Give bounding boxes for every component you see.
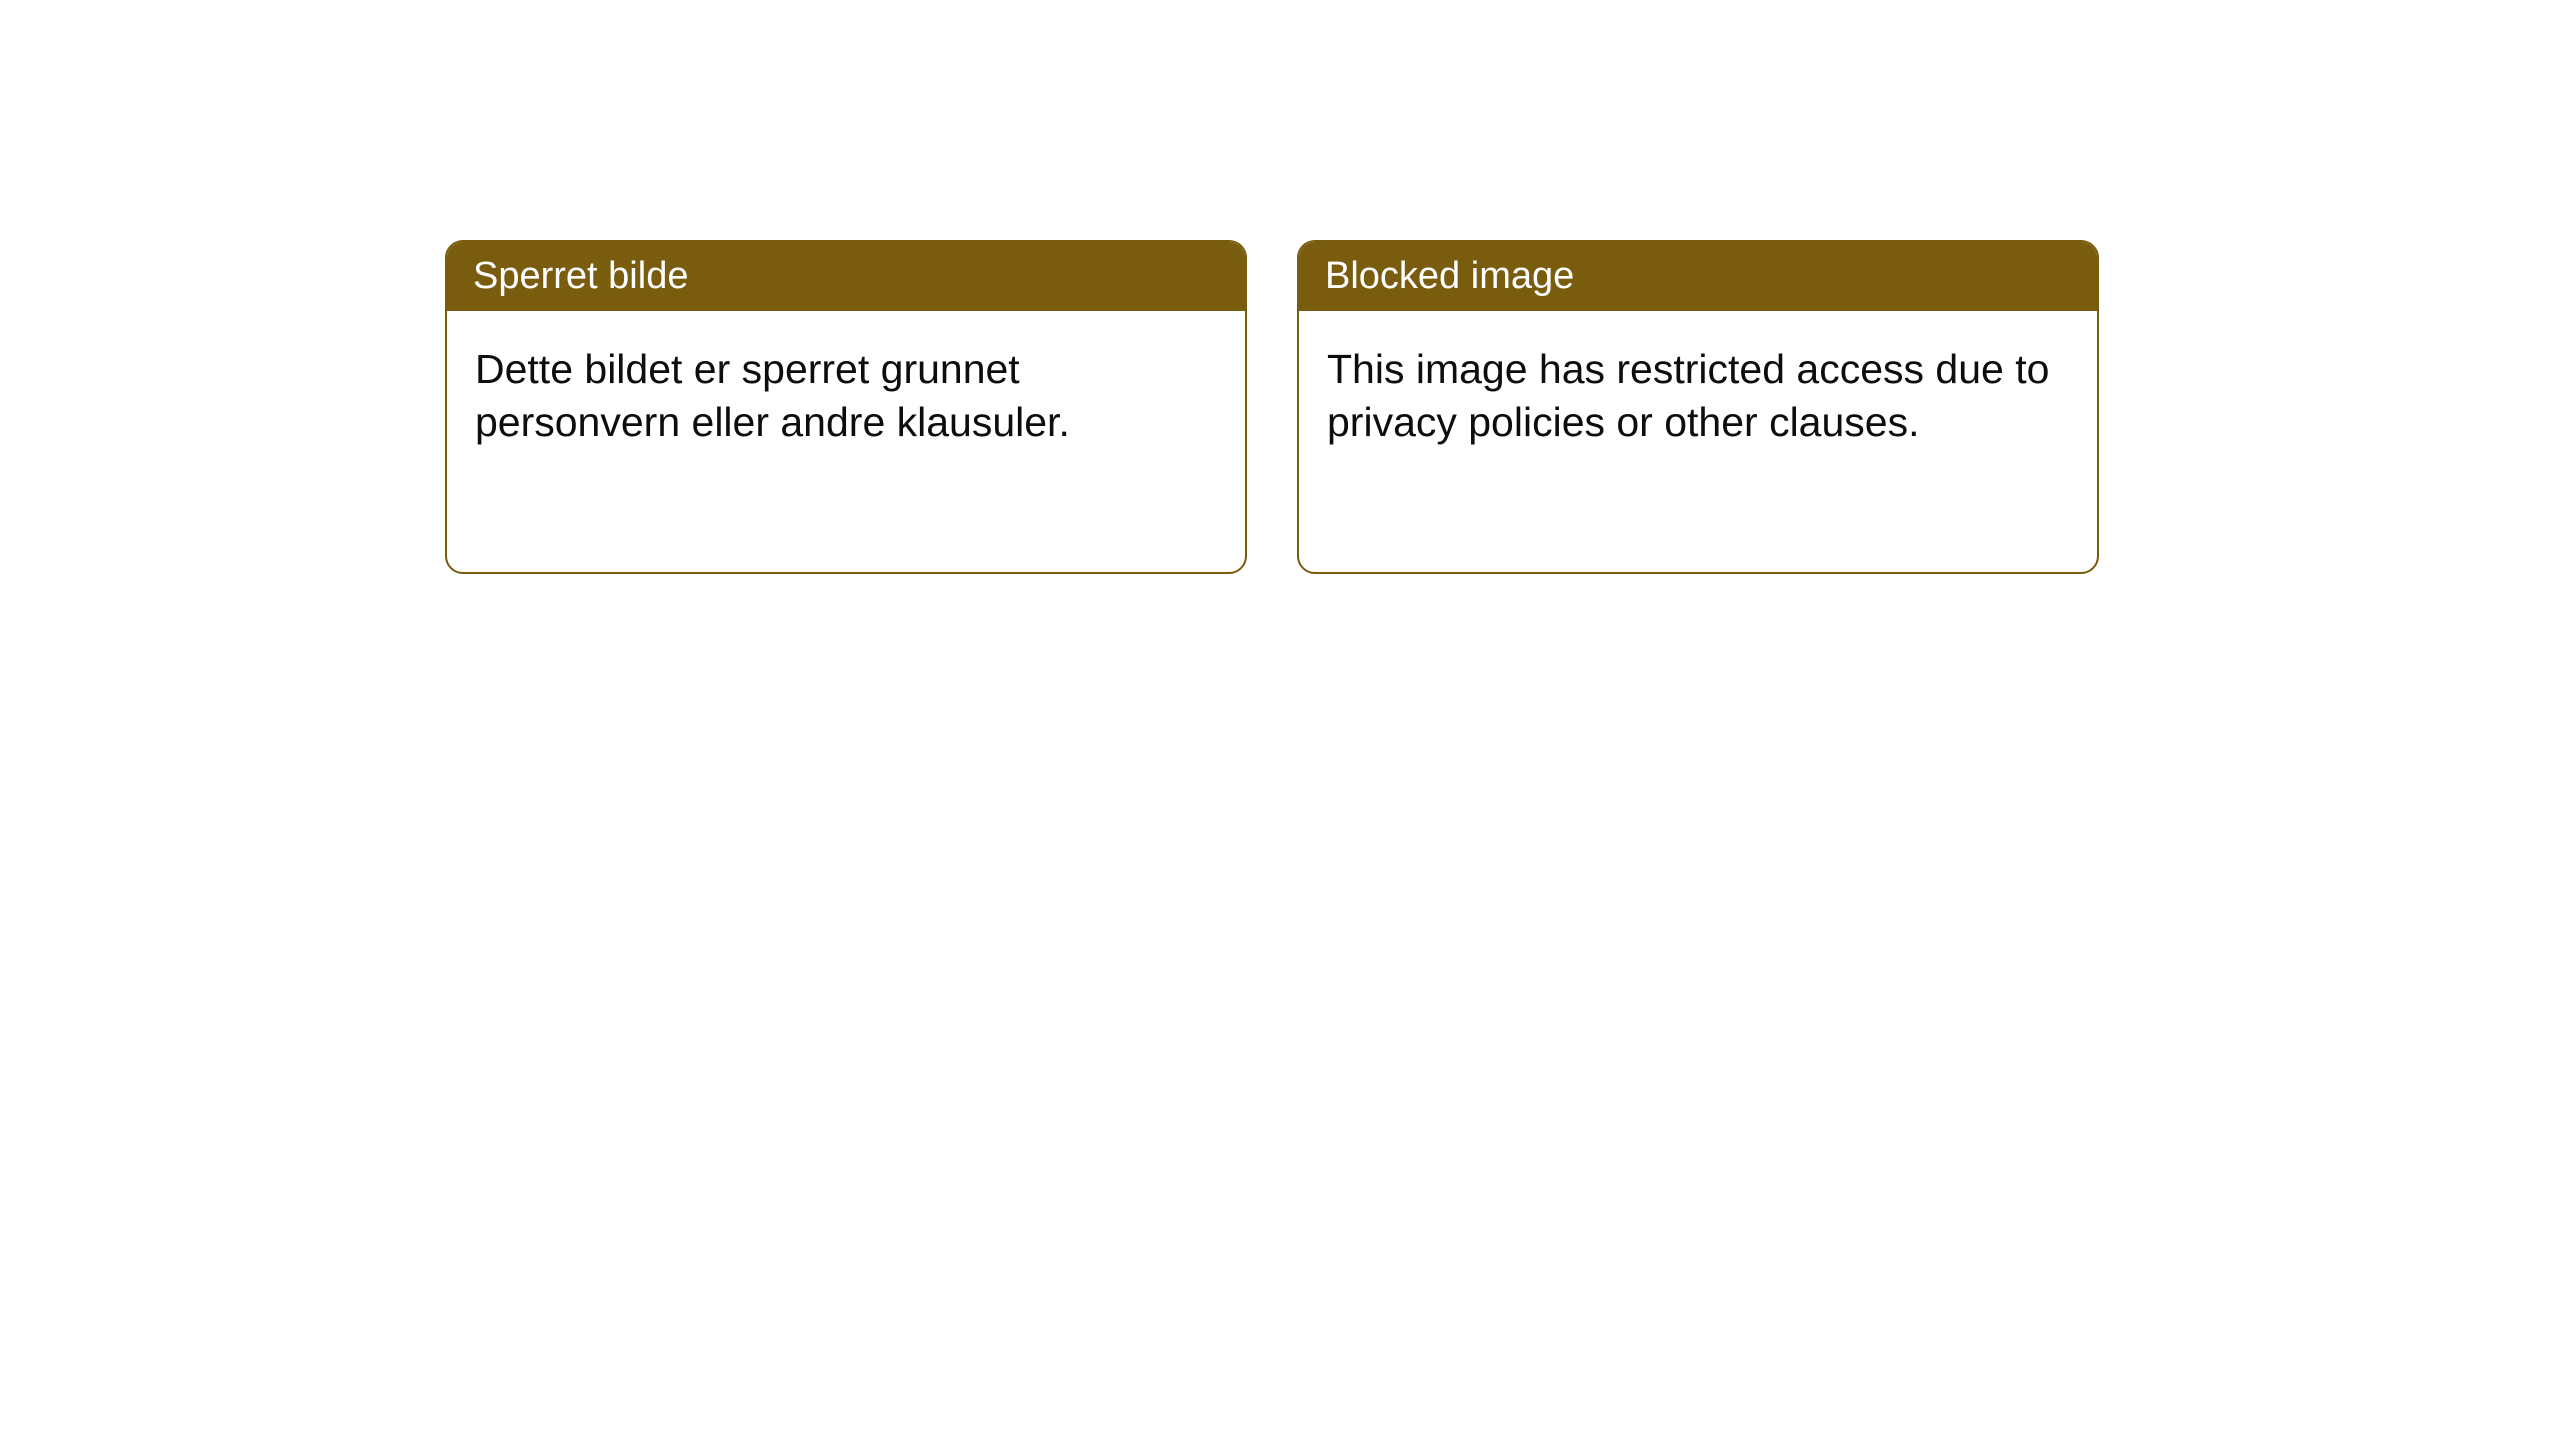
panel-header-norwegian: Sperret bilde xyxy=(447,242,1245,311)
panel-title-english: Blocked image xyxy=(1325,255,1574,297)
panel-english: Blocked image This image has restricted … xyxy=(1297,240,2099,574)
panel-header-english: Blocked image xyxy=(1299,242,2097,311)
panel-container: Sperret bilde Dette bildet er sperret gr… xyxy=(445,240,2099,574)
panel-body-norwegian: Dette bildet er sperret grunnet personve… xyxy=(447,311,1245,480)
panel-message-norwegian: Dette bildet er sperret grunnet personve… xyxy=(475,346,1070,444)
panel-message-english: This image has restricted access due to … xyxy=(1327,346,2049,444)
panel-title-norwegian: Sperret bilde xyxy=(473,255,688,297)
panel-norwegian: Sperret bilde Dette bildet er sperret gr… xyxy=(445,240,1247,574)
panel-body-english: This image has restricted access due to … xyxy=(1299,311,2097,480)
